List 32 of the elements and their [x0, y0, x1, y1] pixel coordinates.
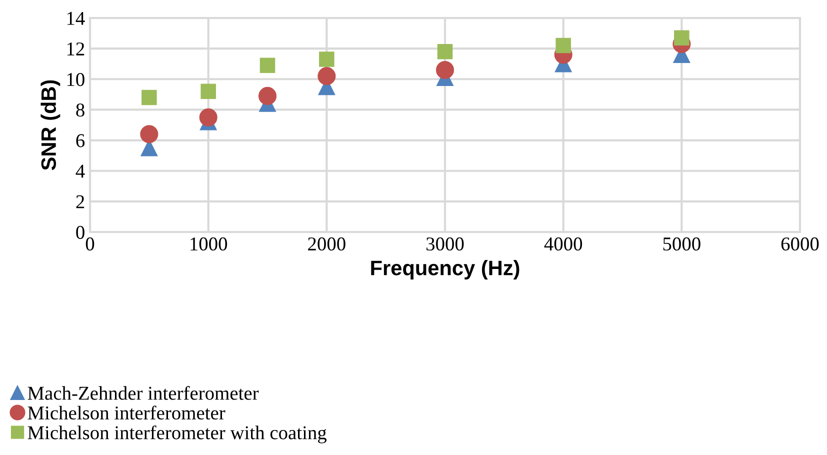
- point: [260, 58, 276, 74]
- point: [556, 38, 571, 54]
- point: [436, 60, 454, 79]
- point: [318, 67, 336, 86]
- point: [200, 84, 216, 100]
- point: [319, 52, 334, 67]
- x-tick-label: 2000: [308, 237, 346, 251]
- point: [140, 125, 158, 144]
- point: [674, 30, 690, 46]
- x-tick-label: 4000: [544, 237, 582, 251]
- x-tick-label: 3000: [426, 237, 464, 251]
- y-tick-label: 14: [67, 12, 85, 25]
- y-axis-title: SNR (dB): [40, 80, 60, 170]
- point: [258, 86, 277, 105]
- legend-label: Michelson interferometer with coating: [28, 425, 327, 444]
- y-tick-label: 2: [76, 195, 84, 208]
- point: [142, 90, 157, 106]
- x-tick-label: 0: [86, 237, 94, 251]
- y-tick-label: 4: [76, 164, 85, 178]
- y-tick-label: 6: [76, 134, 85, 148]
- point: [199, 108, 218, 126]
- legend-label: Michelson interferometer: [28, 406, 226, 420]
- y-tick-label: 8: [76, 104, 84, 117]
- x-tick-label: 5000: [663, 237, 700, 251]
- legend-label: Mach-Zehnder interferometer: [28, 386, 259, 400]
- y-tick-label: 12: [67, 42, 84, 56]
- x-tick-label: 1000: [190, 237, 228, 251]
- x-axis-title: Frequency (Hz): [371, 260, 520, 280]
- point: [437, 44, 453, 60]
- y-tick-label: 10: [67, 72, 84, 86]
- y-tick-label: 0: [76, 226, 84, 239]
- x-tick-label: 6000: [781, 237, 819, 251]
